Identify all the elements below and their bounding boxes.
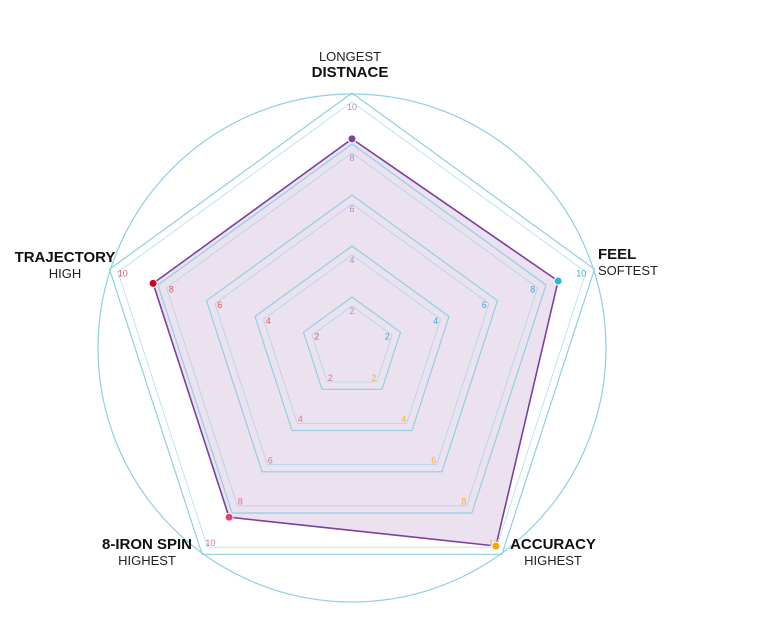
- series-line: [152, 138, 559, 547]
- tick-label-trajectory-2: 2: [314, 332, 319, 342]
- tick-label-feel-10: 10: [576, 269, 586, 279]
- tick-label-trajectory-4: 4: [266, 316, 271, 326]
- tick-label-accuracy-4: 4: [401, 414, 406, 424]
- axis-sublabel-trajectory: HIGH: [49, 266, 82, 281]
- data-point-accuracy: [491, 541, 501, 551]
- tick-label-feel-2: 2: [385, 332, 390, 342]
- tick-label-distance-6: 6: [349, 204, 354, 214]
- axis-label-trajectory: TRAJECTORY: [15, 249, 116, 266]
- tick-label-accuracy-8: 8: [461, 497, 466, 507]
- series-area: [153, 138, 559, 546]
- grid-ring-inner-6: [214, 203, 490, 466]
- data-point-distance: [347, 134, 357, 144]
- tick-label-trajectory-10: 10: [118, 269, 128, 279]
- data-point-feel: [553, 276, 563, 286]
- grid-ring-inner-2: [311, 305, 393, 383]
- tick-label-distance-8: 8: [349, 153, 354, 163]
- axis-label-accuracy: ACCURACY: [510, 536, 596, 553]
- axis-sublabel-feel: SOFTEST: [598, 263, 658, 278]
- grid-ring-8: [157, 143, 547, 514]
- grid-ring-10: [108, 92, 596, 555]
- outer-circle: [97, 93, 607, 603]
- grid-ring-inner-4: [263, 254, 441, 424]
- tick-label-8-iron-spin-8: 8: [238, 497, 243, 507]
- tick-label-feel-6: 6: [482, 300, 487, 310]
- axis-sublabel-accuracy: HIGHEST: [524, 553, 582, 568]
- tick-label-feel-8: 8: [530, 284, 535, 294]
- grid-ring-inner-10: [117, 101, 587, 548]
- tick-label-distance-2: 2: [349, 306, 354, 316]
- tick-label-accuracy-6: 6: [431, 455, 436, 465]
- grid-ring-2: [302, 296, 402, 390]
- data-point-trajectory: [148, 278, 158, 288]
- tick-label-8-iron-spin-10: 10: [205, 538, 215, 548]
- tick-label-trajectory-6: 6: [217, 300, 222, 310]
- tick-label-distance-10: 10: [347, 102, 357, 112]
- axis-sublabel-distance: LONGEST: [319, 49, 381, 64]
- tick-label-8-iron-spin-2: 2: [328, 373, 333, 383]
- axis-label-distance: DISTNACE: [312, 64, 389, 81]
- tick-label-distance-4: 4: [349, 255, 354, 265]
- grid-ring-4: [254, 245, 450, 432]
- tick-label-accuracy-2: 2: [371, 373, 376, 383]
- tick-label-8-iron-spin-6: 6: [268, 455, 273, 465]
- tick-label-feel-4: 4: [433, 316, 438, 326]
- tick-label-8-iron-spin-4: 4: [298, 414, 303, 424]
- grid-ring-6: [205, 194, 499, 473]
- tick-label-trajectory-8: 8: [169, 284, 174, 294]
- axis-label-feel: FEEL: [598, 246, 636, 263]
- data-point-8-iron-spin: [224, 512, 234, 522]
- axis-label-8-iron-spin: 8-IRON SPIN: [102, 536, 192, 553]
- axis-sublabel-8-iron-spin: HIGHEST: [118, 553, 176, 568]
- grid-ring-inner-8: [166, 152, 538, 507]
